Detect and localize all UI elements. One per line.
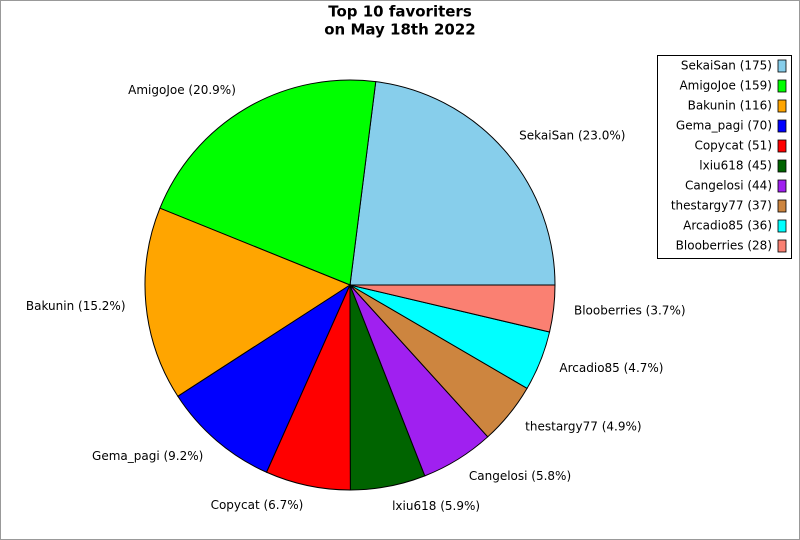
legend-label: SekaiSan (175): [681, 59, 772, 73]
legend-swatch: [777, 199, 787, 213]
legend-label: Copycat (51): [694, 139, 772, 153]
legend-swatch: [777, 239, 787, 253]
slice-label: AmigoJoe (20.9%): [128, 83, 236, 97]
legend-swatch: [777, 139, 787, 153]
legend-box: [657, 55, 792, 259]
chart-title: Top 10 favoriters: [328, 3, 472, 21]
slice-label: lxiu618 (5.9%): [392, 499, 480, 513]
slice-label: Cangelosi (5.8%): [469, 469, 571, 483]
legend-label: AmigoJoe (159): [679, 79, 772, 93]
pie-slice: [177, 283, 352, 473]
slice-label: thestargy77 (4.9%): [525, 419, 641, 433]
chart-title: on May 18th 2022: [324, 21, 476, 39]
slice-label: Arcadio85 (4.7%): [559, 361, 663, 375]
legend-swatch: [777, 219, 787, 233]
legend-label: Blooberries (28): [676, 239, 772, 253]
legend-swatch: [777, 79, 787, 93]
legend-swatch: [777, 59, 787, 73]
legend-label: Cangelosi (44): [685, 179, 772, 193]
legend-label: Gema_pagi (70): [676, 119, 772, 133]
legend-label: lxiu618 (45): [699, 159, 772, 173]
legend-swatch: [777, 99, 787, 113]
slice-label: SekaiSan (23.0%): [519, 128, 625, 142]
legend-label: thestargy77 (37): [671, 199, 772, 213]
legend-swatch: [777, 179, 787, 193]
pie-slice: [349, 284, 556, 333]
legend-swatch: [777, 159, 787, 173]
slice-label: Copycat (6.7%): [211, 498, 304, 512]
slice-label: Bakunin (15.2%): [26, 299, 126, 313]
pie-slice: [159, 79, 377, 286]
legend-label: Bakunin (116): [688, 99, 772, 113]
slice-label: Gema_pagi (9.2%): [92, 449, 203, 463]
legend-swatch: [777, 119, 787, 133]
pie-slice: [144, 207, 352, 397]
legend-label: Arcadio85 (36): [683, 219, 772, 233]
pie-slice: [349, 81, 556, 286]
slice-label: Blooberries (3.7%): [574, 304, 686, 318]
